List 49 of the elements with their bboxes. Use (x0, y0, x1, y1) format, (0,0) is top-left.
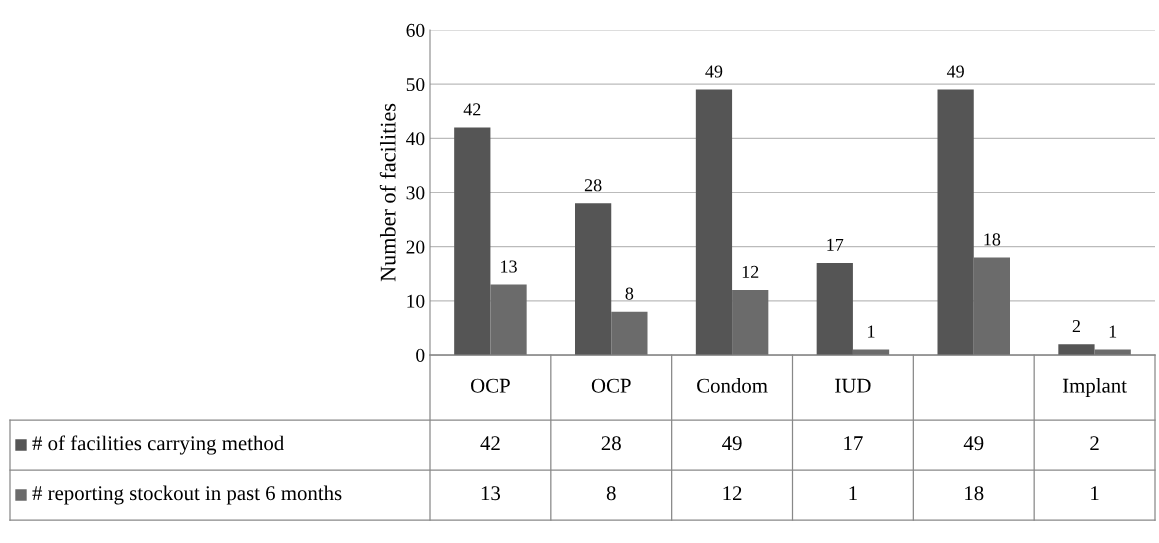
x-tick-label: Condom (697, 378, 768, 393)
bar (490, 284, 527, 355)
x-tick-label: OCP (591, 378, 631, 393)
y-tick-label: 0 (416, 348, 425, 362)
bar (816, 262, 853, 355)
text: 17 (844, 436, 863, 451)
text: 49 (722, 436, 742, 451)
text: 8 (606, 486, 616, 501)
text: 1 (849, 486, 857, 501)
y-axis-title: Number of facilities (379, 103, 396, 282)
text: 18 (965, 486, 984, 501)
text: 13 (481, 486, 501, 501)
text: 28 (601, 436, 621, 451)
bar (695, 89, 733, 355)
data-label: 49 (705, 65, 723, 78)
x-tick-label: IUD (835, 378, 871, 393)
data-label: 1 (868, 325, 875, 338)
data-label: 28 (584, 179, 602, 192)
data-label: 18 (984, 233, 1001, 246)
data-label: 17 (827, 238, 844, 251)
data-label: 2 (1072, 320, 1080, 332)
data-label: 1 (1109, 325, 1117, 338)
bar (732, 290, 769, 355)
text: 12 (723, 486, 742, 501)
data-label: 13 (501, 260, 517, 273)
y-tick-label: 40 (406, 132, 425, 146)
x-tick-label: Implant (1062, 378, 1127, 397)
bar (937, 89, 974, 355)
x-tick-label: OCP (471, 378, 510, 393)
text: 1 (1091, 486, 1099, 501)
bar (611, 311, 648, 355)
bar (1058, 344, 1095, 355)
text: 42 (480, 436, 500, 451)
legend-label: # of facilities carrying method (32, 435, 284, 455)
bar (973, 257, 1010, 355)
bar (575, 203, 612, 355)
legend-label: # reporting stockout in past 6 months (32, 485, 342, 505)
y-tick-label: 10 (407, 294, 425, 308)
data-label: 49 (946, 65, 964, 78)
bar (454, 127, 491, 355)
y-tick-label: 50 (406, 77, 425, 92)
data-label: 12 (742, 265, 759, 278)
y-tick-label: 60 (406, 23, 425, 37)
data-label: 8 (625, 287, 634, 300)
data-label: 42 (463, 103, 481, 116)
y-tick-label: 20 (406, 240, 425, 254)
y-tick-label: 30 (406, 186, 425, 200)
text: 2 (1090, 436, 1099, 451)
text: 49 (963, 436, 984, 451)
